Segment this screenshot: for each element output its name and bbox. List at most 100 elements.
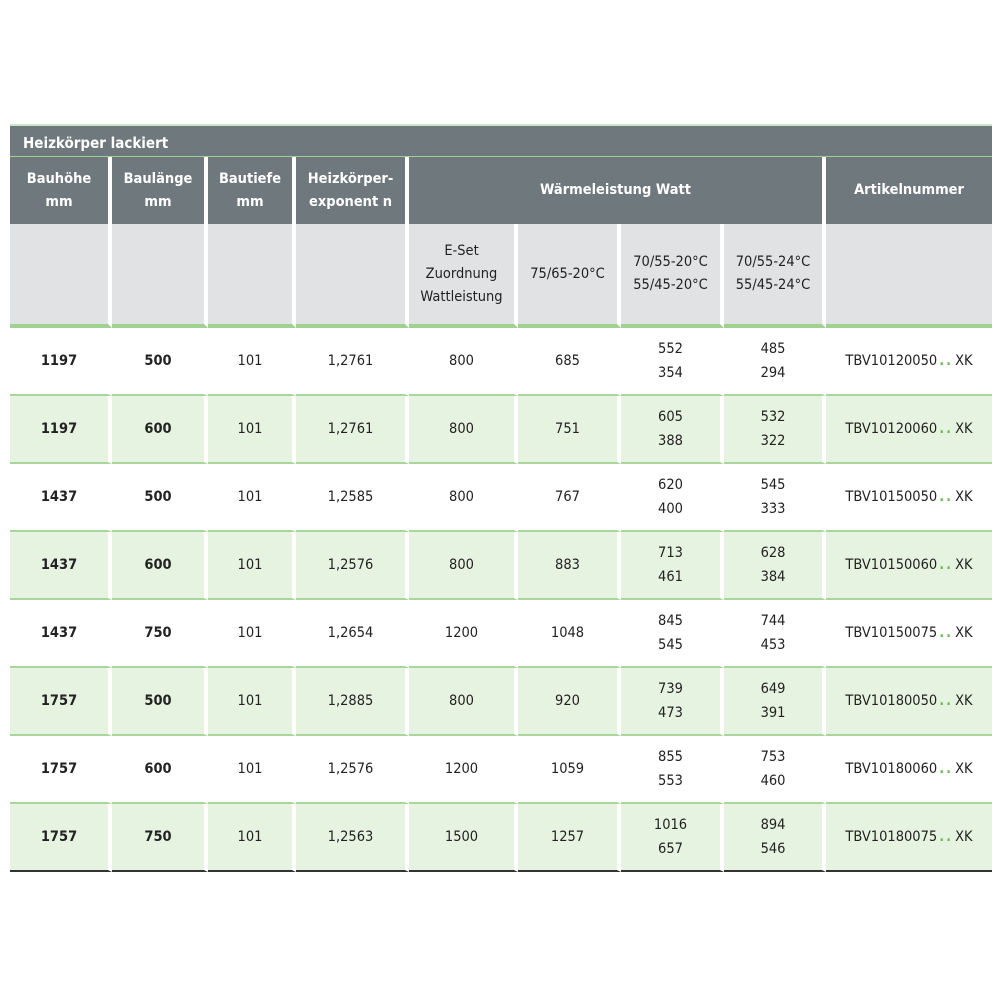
cell-bautiefe: 101: [208, 804, 296, 872]
cell-w-24c: 485 294: [724, 328, 827, 396]
variant-dots: ..: [939, 421, 954, 437]
cell-bautiefe: 101: [208, 396, 296, 464]
cell-baulaenge: 750: [112, 600, 208, 668]
cell-eset: 1200: [409, 600, 518, 668]
cell-w-75-65-20: 883: [518, 532, 621, 600]
value: 553: [658, 773, 683, 789]
cell-artikelnummer: TBV10150075.. XK: [826, 600, 993, 668]
cell-w-24c: 894 546: [724, 804, 827, 872]
table-row: 1757 750 101 1,2563 1500 1257 1016 657 894 546 TBV…: [10, 804, 993, 872]
table-row: 1197 500 101 1,2761 800 685 552 354 485 294 TBV101…: [10, 328, 993, 396]
cell-baulaenge: 600: [112, 532, 208, 600]
table-row: 1757 500 101 1,2885 800 920 739 473 649 391 TBV101…: [10, 668, 993, 736]
article-number: TBV10180075: [845, 829, 938, 845]
cell-artikelnummer: TBV10150060.. XK: [826, 532, 993, 600]
cell-artikelnummer: TBV10180050.. XK: [826, 668, 993, 736]
value: 552: [658, 341, 683, 357]
article-number: TBV10150060: [845, 557, 938, 573]
subheader-eset: E-Set Zuordnung Wattleistung: [409, 224, 518, 328]
cell-baulaenge: 500: [112, 328, 208, 396]
value: 400: [658, 501, 683, 517]
value: 713: [658, 545, 683, 561]
article-number: TBV10120060: [845, 421, 938, 437]
cell-exponent: 1,2885: [296, 668, 409, 736]
cell-eset: 800: [409, 668, 518, 736]
variant-dots: ..: [939, 761, 954, 777]
value: 855: [658, 749, 683, 765]
value: 894: [760, 817, 786, 833]
header-exponent: Heizkörper-exponent n: [296, 157, 409, 224]
article-number: TBV10150050: [845, 489, 938, 505]
value: 739: [658, 681, 683, 697]
value: 391: [760, 705, 786, 721]
subheader-20c: 70/55-20°C 55/45-20°C: [621, 224, 724, 328]
cell-bautiefe: 101: [208, 736, 296, 804]
cell-eset: 1500: [409, 804, 518, 872]
cell-w-20c: 552 354: [621, 328, 724, 396]
value: 657: [658, 841, 683, 857]
cell-exponent: 1,2761: [296, 396, 409, 464]
value: 388: [658, 433, 683, 449]
header-waermeleistung: Wärmeleistung Watt: [409, 157, 827, 224]
cell-baulaenge: 500: [112, 464, 208, 532]
cell-exponent: 1,2585: [296, 464, 409, 532]
value: 620: [658, 477, 683, 493]
variant-dots: ..: [939, 625, 954, 641]
article-number: TBV10180060: [845, 761, 938, 777]
value: 460: [760, 773, 786, 789]
cell-bauhoehe: 1197: [10, 328, 112, 396]
article-suffix: XK: [955, 761, 973, 777]
subheader-empty: [208, 224, 296, 328]
article-suffix: XK: [955, 489, 973, 505]
article-suffix: XK: [955, 625, 973, 641]
table-title: Heizkörper lackiert: [10, 124, 992, 157]
value: 333: [760, 501, 786, 517]
cell-exponent: 1,2576: [296, 736, 409, 804]
subheader-empty: [826, 224, 993, 328]
cell-exponent: 1,2761: [296, 328, 409, 396]
cell-artikelnummer: TBV10180060.. XK: [826, 736, 993, 804]
cell-eset: 1200: [409, 736, 518, 804]
article-number: TBV10180050: [845, 693, 938, 709]
cell-w-24c: 545 333: [724, 464, 827, 532]
cell-exponent: 1,2563: [296, 804, 409, 872]
subheader-75-65-20: 75/65-20°C: [518, 224, 621, 328]
cell-bautiefe: 101: [208, 600, 296, 668]
cell-w-20c: 845 545: [621, 600, 724, 668]
cell-exponent: 1,2576: [296, 532, 409, 600]
cell-bauhoehe: 1437: [10, 532, 112, 600]
article-number: TBV10150075: [845, 625, 938, 641]
cell-eset: 800: [409, 328, 518, 396]
value: 649: [760, 681, 786, 697]
header-baulaenge: Baulänge mm: [112, 157, 208, 224]
value: 532: [760, 409, 786, 425]
header-bautiefe: Bautiefe mm: [208, 157, 296, 224]
value: 294: [760, 365, 786, 381]
data-table: Bauhöhe mm Baulänge mm Bautiefe mm Heizkörp…: [10, 157, 993, 872]
header-artikelnummer: Artikelnummer: [826, 157, 993, 224]
variant-dots: ..: [939, 557, 954, 573]
value: 546: [760, 841, 786, 857]
article-suffix: XK: [955, 557, 973, 573]
cell-bautiefe: 101: [208, 532, 296, 600]
value: 461: [658, 569, 683, 585]
cell-exponent: 1,2654: [296, 600, 409, 668]
article-suffix: XK: [955, 353, 973, 369]
cell-eset: 800: [409, 396, 518, 464]
cell-w-75-65-20: 751: [518, 396, 621, 464]
cell-w-24c: 628 384: [724, 532, 827, 600]
cell-w-75-65-20: 920: [518, 668, 621, 736]
variant-dots: ..: [939, 829, 954, 845]
article-suffix: XK: [955, 421, 973, 437]
cell-bautiefe: 101: [208, 668, 296, 736]
cell-w-24c: 649 391: [724, 668, 827, 736]
subheader-empty: [296, 224, 409, 328]
value: 744: [760, 613, 786, 629]
value: 605: [658, 409, 683, 425]
cell-bauhoehe: 1757: [10, 804, 112, 872]
value: 545: [658, 637, 683, 653]
cell-w-20c: 605 388: [621, 396, 724, 464]
cell-w-24c: 753 460: [724, 736, 827, 804]
table-row: 1757 600 101 1,2576 1200 1059 855 553 753 460 TBV1…: [10, 736, 993, 804]
cell-w-75-65-20: 685: [518, 328, 621, 396]
